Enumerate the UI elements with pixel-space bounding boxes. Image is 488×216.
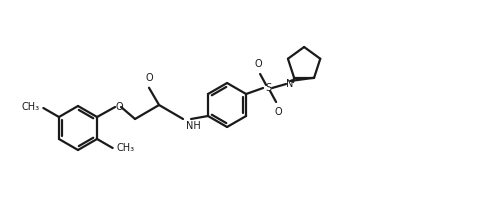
Text: O: O [145,73,153,83]
Text: S: S [265,83,271,93]
Text: NH: NH [186,121,201,131]
Text: O: O [274,107,282,117]
Text: CH₃: CH₃ [117,143,135,153]
Text: CH₃: CH₃ [21,102,40,112]
Text: N: N [286,79,294,89]
Text: O: O [115,102,123,112]
Text: O: O [254,59,262,69]
